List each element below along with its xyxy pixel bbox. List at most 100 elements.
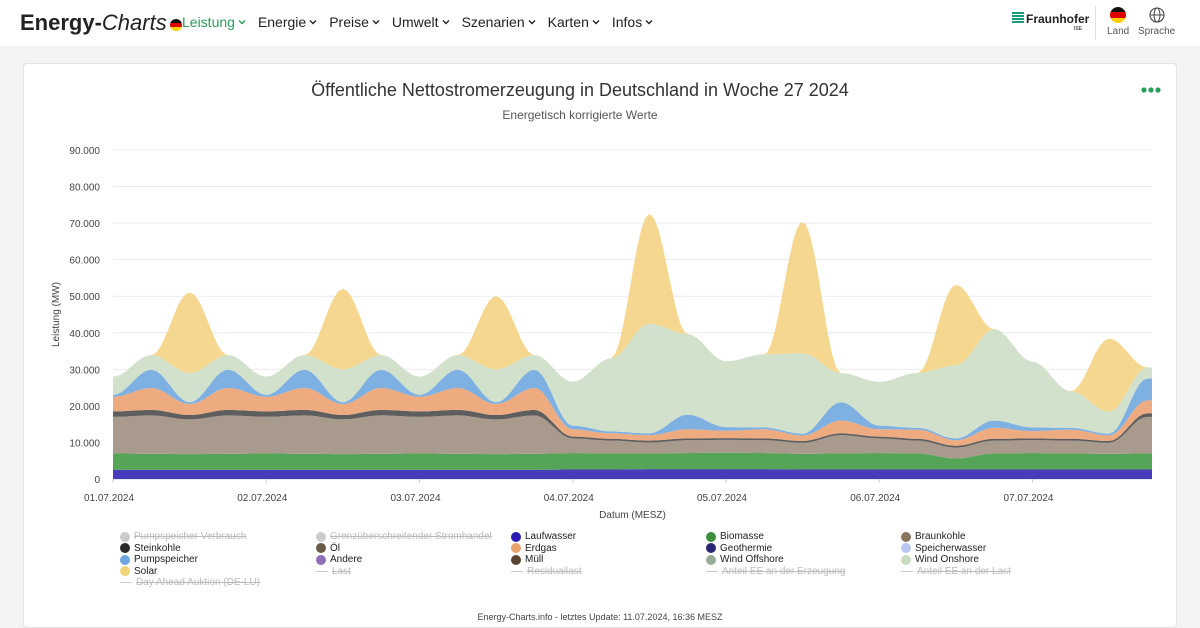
menu-item-label: Infos xyxy=(611,14,643,30)
legend-item-grenzüberschreitender-stromhandel[interactable]: Grenzüberschreitender Stromhandel xyxy=(316,531,492,542)
main-menu: Leistung Energie Preise Umwelt Szenarien Kart… xyxy=(182,14,654,30)
x-tick-label: 05.07.2024 xyxy=(697,493,747,504)
legend-marker xyxy=(316,531,326,542)
y-tick-label: 50.000 xyxy=(69,292,100,303)
chevron-down-icon xyxy=(372,20,380,25)
legend-label: Andere xyxy=(330,554,363,566)
legend-label: Pumpspeicher xyxy=(134,554,198,566)
legend-marker xyxy=(706,570,718,572)
footer-update: Energy-Charts.info - letztes Update: 11.… xyxy=(477,612,723,622)
land-button[interactable]: Land xyxy=(1107,7,1129,37)
fraunhofer-ise: ISE xyxy=(1074,26,1083,32)
legend-item-wind-onshore[interactable]: Wind Onshore xyxy=(901,554,979,565)
legend-item-pumpspeicher[interactable]: Pumpspeicher xyxy=(120,554,198,565)
area-series-laufwasser xyxy=(113,469,1152,479)
legend-marker xyxy=(316,570,328,572)
legend-marker xyxy=(511,543,521,554)
menu-item-energie[interactable]: Energie xyxy=(258,14,318,30)
fraunhofer-logo[interactable]: Fraunhofer ISE xyxy=(1012,12,1090,32)
legend-marker xyxy=(316,543,326,554)
menu-item-label: Preise xyxy=(329,14,369,30)
y-tick-label: 60.000 xyxy=(69,256,100,267)
menu-item-leistung[interactable]: Leistung xyxy=(182,14,247,30)
nav-divider xyxy=(1095,6,1096,40)
y-tick-label: 0 xyxy=(94,475,100,486)
menu-item-label: Energie xyxy=(257,14,307,30)
legend-marker xyxy=(120,566,130,577)
y-tick-label: 30.000 xyxy=(69,365,100,376)
legend-label: Day Ahead Auktion (DE-LU) xyxy=(136,577,260,589)
y-tick-label: 40.000 xyxy=(69,329,100,340)
legend-item-müll[interactable]: Müll xyxy=(511,554,543,565)
legend-item-geothermie[interactable]: Geothermie xyxy=(706,543,772,554)
legend-item-day-ahead-auktion-de-lu-[interactable]: Day Ahead Auktion (DE-LU) xyxy=(120,577,260,588)
legend-item-solar[interactable]: Solar xyxy=(120,566,157,577)
legend-label: Residuallast xyxy=(527,565,582,577)
x-tick-label: 02.07.2024 xyxy=(237,493,287,504)
legend-item-anteil-ee-an-der-last[interactable]: Anteil EE an der Last xyxy=(901,566,1011,577)
x-tick-label: 07.07.2024 xyxy=(1003,493,1053,504)
land-label: Land xyxy=(1107,26,1130,37)
area-series-pumpspeicher xyxy=(113,369,1152,441)
legend-item-biomasse[interactable]: Biomasse xyxy=(706,531,764,542)
sprache-label: Sprache xyxy=(1138,26,1176,37)
brand-logo[interactable]: Energy-Charts xyxy=(20,10,182,36)
legend-label: Geothermie xyxy=(720,542,773,554)
legend-marker xyxy=(511,531,521,542)
area-series-erdgas xyxy=(113,388,1152,446)
chevron-down-icon xyxy=(592,20,600,25)
legend-item-last[interactable]: Last xyxy=(316,566,351,577)
fraunhofer-mark-icon xyxy=(1012,12,1024,23)
legend-item-öl[interactable]: Öl xyxy=(316,543,340,554)
legend-marker xyxy=(706,531,716,542)
germany-flag-icon xyxy=(1110,7,1127,23)
sprache-button[interactable]: Sprache xyxy=(1138,7,1175,37)
legend-label: Braunkohle xyxy=(915,531,966,542)
more-options-icon[interactable] xyxy=(1141,86,1161,94)
legend-label: Wind Offshore xyxy=(720,554,784,566)
legend-label: Müll xyxy=(525,554,544,566)
legend-label: Pumpspeicher Verbrauch xyxy=(134,531,247,542)
menu-item-szenarien[interactable]: Szenarien xyxy=(462,14,537,30)
legend-marker xyxy=(901,570,913,572)
menu-item-infos[interactable]: Infos xyxy=(612,14,654,30)
area-series-solar xyxy=(113,214,1152,412)
legend-item-speicherwasser[interactable]: Speicherwasser xyxy=(901,543,986,554)
menu-item-umwelt[interactable]: Umwelt xyxy=(392,14,451,30)
legend-marker xyxy=(901,531,911,542)
globe-icon xyxy=(1149,7,1165,23)
fraunhofer-name: Fraunhofer xyxy=(1026,12,1090,26)
legend-item-laufwasser[interactable]: Laufwasser xyxy=(511,531,576,542)
legend-item-erdgas[interactable]: Erdgas xyxy=(511,543,557,554)
legend-marker xyxy=(120,543,130,554)
legend-label: Biomasse xyxy=(720,531,764,542)
legend-item-residuallast[interactable]: Residuallast xyxy=(511,566,581,577)
legend-marker xyxy=(120,582,132,584)
legend-label: Speicherwasser xyxy=(915,542,987,554)
legend-item-anteil-ee-an-der-erzeugung[interactable]: Anteil EE an der Erzeugung xyxy=(706,566,845,577)
chart-title: Öffentliche Nettostromerzeugung in Deuts… xyxy=(311,80,849,100)
y-axis-label: Leistung (MW) xyxy=(51,282,62,347)
area-series-steinkohle xyxy=(113,409,1152,448)
legend-item-wind-offshore[interactable]: Wind Offshore xyxy=(706,554,784,565)
y-tick-label: 10.000 xyxy=(69,438,100,449)
legend-label: Erdgas xyxy=(525,542,557,554)
legend-marker xyxy=(901,543,911,554)
legend-label: Öl xyxy=(330,542,340,554)
chevron-down-icon xyxy=(528,20,536,25)
legend-item-braunkohle[interactable]: Braunkohle xyxy=(901,531,966,542)
menu-item-karten[interactable]: Karten xyxy=(548,14,601,30)
y-tick-label: 20.000 xyxy=(69,402,100,413)
x-tick-label: 01.07.2024 xyxy=(84,493,134,504)
menu-item-preise[interactable]: Preise xyxy=(329,14,381,30)
legend-label: Anteil EE an der Last xyxy=(917,565,1011,577)
legend-item-pumpspeicher-verbrauch[interactable]: Pumpspeicher Verbrauch xyxy=(120,531,246,542)
menu-item-label: Umwelt xyxy=(391,14,439,30)
legend-item-andere[interactable]: Andere xyxy=(316,554,362,565)
chevron-down-icon xyxy=(309,20,317,25)
legend-item-steinkohle[interactable]: Steinkohle xyxy=(120,543,181,554)
area-series-wind-onshore xyxy=(113,323,1152,439)
area-series-biomasse xyxy=(113,452,1152,470)
legend-label: Wind Onshore xyxy=(915,554,979,566)
